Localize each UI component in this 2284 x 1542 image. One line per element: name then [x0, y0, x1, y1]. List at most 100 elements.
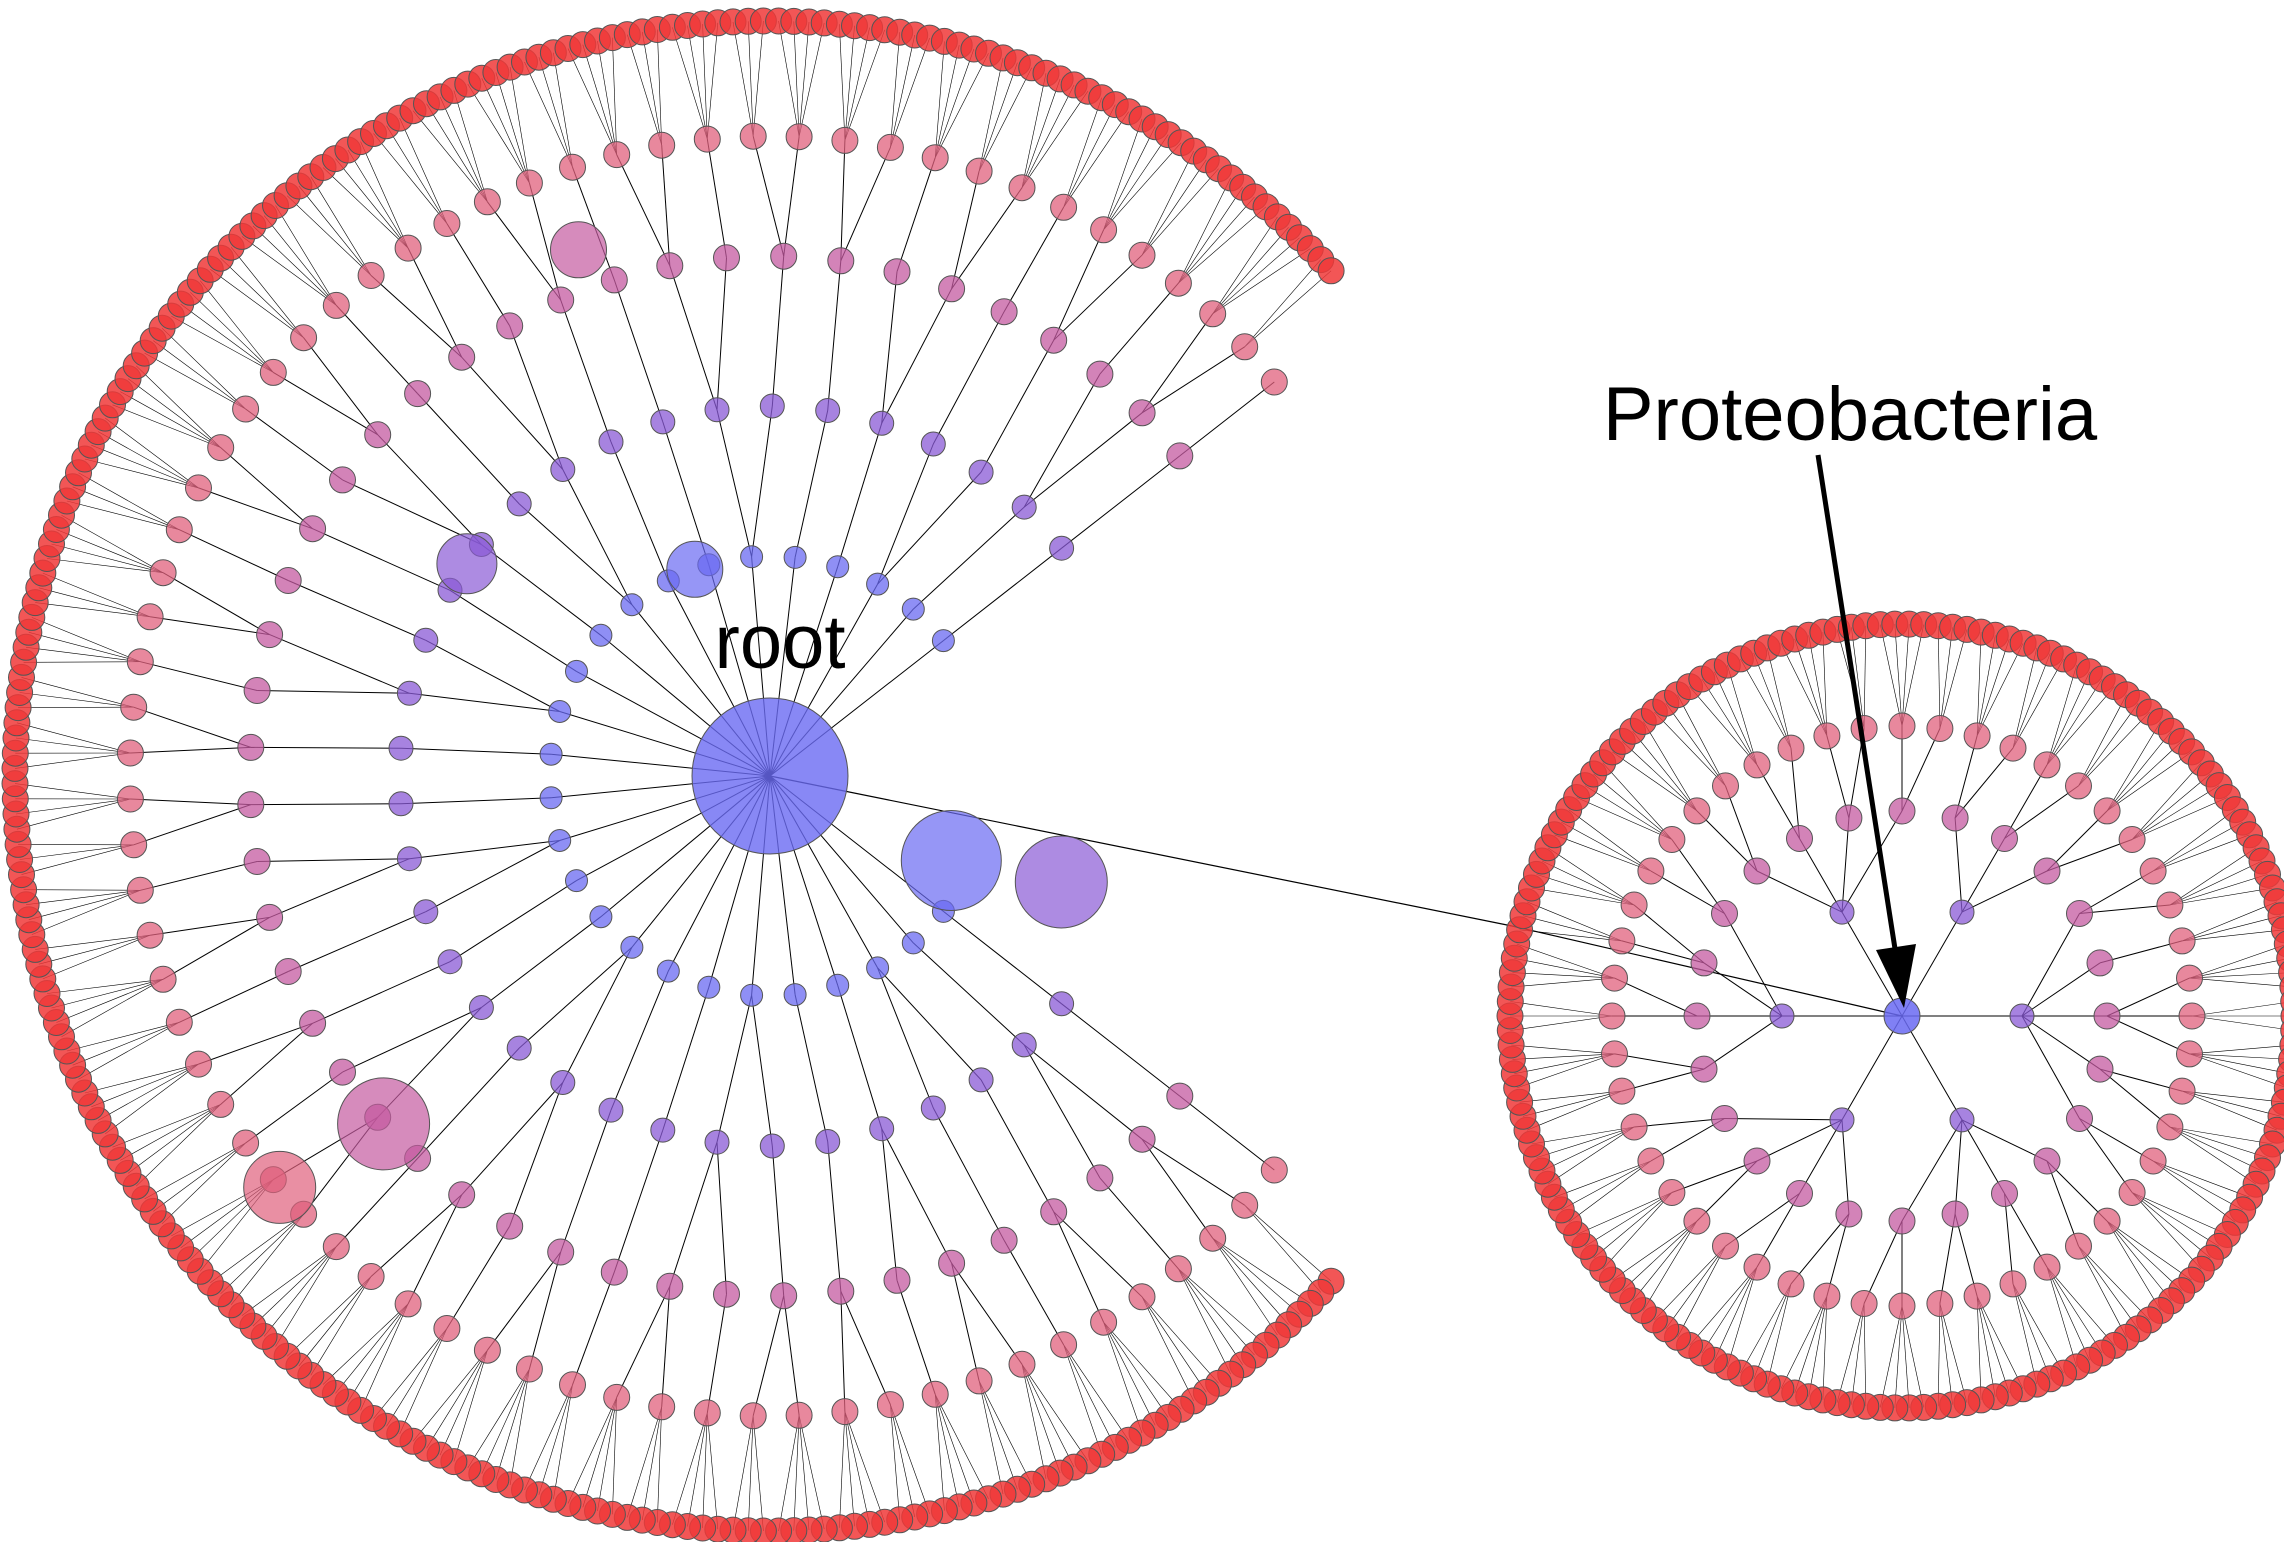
tree-edge: [1179, 1095, 1275, 1171]
leaf-edge: [798, 21, 810, 137]
tree-edge: [1141, 313, 1214, 414]
leaf-edge: [687, 25, 708, 140]
tree-edge: [1901, 1015, 1963, 1121]
tree-node: [713, 244, 740, 272]
leaf-edge: [1727, 665, 1758, 765]
leaf-edge: [2131, 785, 2220, 840]
tree-edge: [1023, 373, 1101, 508]
tree-edge: [2099, 1068, 2171, 1128]
tree-node: [207, 434, 235, 462]
tree-node: [120, 831, 148, 859]
leaf-edge: [1677, 1245, 1726, 1338]
leaf-edge: [298, 1276, 372, 1367]
leaf-edge: [286, 195, 372, 276]
leaf-edge: [1976, 638, 2010, 736]
leaf-edge: [1178, 177, 1231, 284]
tree-node: [1711, 1105, 1738, 1132]
leaf-edge: [2078, 1245, 2150, 1321]
tree-edge: [273, 371, 378, 436]
leaf-edge: [597, 1397, 617, 1512]
leaf-edge: [1021, 91, 1089, 188]
leaf-edge: [844, 1411, 855, 1527]
leaf-edge: [322, 167, 409, 249]
tree-edge: [616, 1286, 671, 1398]
tree-edge: [370, 275, 463, 358]
tree-node: [1090, 1308, 1118, 1336]
tree-edge: [562, 469, 633, 605]
tree-node: [550, 457, 576, 482]
leaf-edge: [1689, 686, 1758, 766]
leaf-edge: [2189, 972, 2284, 979]
tree-node: [785, 123, 813, 151]
tree-edge: [751, 995, 773, 1147]
leaf-edge: [2169, 860, 2263, 906]
tree-edge: [840, 1290, 891, 1405]
leaf-edge: [241, 1246, 337, 1316]
tree-node: [883, 258, 911, 286]
tree-edge: [2021, 913, 2080, 1017]
leaf-edge: [1541, 1126, 1635, 1172]
leaf-edge: [1178, 196, 1255, 284]
tree-edge: [2106, 1015, 2190, 1055]
leaf-edge: [1851, 1303, 1865, 1405]
leaf-edge: [2152, 1160, 2236, 1223]
tree-edge: [481, 916, 602, 1008]
tree-edge: [2021, 1015, 2080, 1119]
leaf-edge: [2189, 977, 2284, 987]
leaf-edge: [1021, 1364, 1047, 1479]
leaf-edge: [51, 543, 164, 573]
leaf-node: [1317, 257, 1345, 285]
tree-edge: [407, 1194, 463, 1305]
tree-node: [433, 1315, 461, 1342]
leaf-edge: [46, 979, 164, 994]
leaf-edge: [1901, 1305, 1924, 1408]
leaf-edge: [657, 29, 662, 146]
leaf-edge: [322, 1303, 409, 1385]
tree-node: [2033, 1253, 2061, 1281]
tree-node: [1813, 722, 1841, 750]
leaf-edge: [1780, 643, 1828, 737]
tree-edge: [335, 1158, 418, 1247]
tree-edge: [1756, 1193, 1800, 1268]
tree-edge: [1724, 913, 1783, 1017]
tree-edge: [1724, 1118, 1843, 1121]
leaf-edge: [1212, 1237, 1311, 1304]
leaf-edge: [1212, 1237, 1300, 1315]
tree-edge: [562, 947, 633, 1083]
tree-edge: [2079, 1118, 2133, 1193]
leaf-edge: [844, 1411, 870, 1525]
tree-node: [394, 234, 422, 262]
tree-edge: [288, 580, 426, 641]
tree-edge: [446, 223, 511, 327]
leaf-edge: [263, 215, 337, 306]
tree-edge: [752, 136, 785, 257]
tree-node: [329, 466, 356, 494]
leaf-edge: [2191, 1015, 2284, 1030]
leaf-edge: [35, 934, 151, 950]
tree-node: [1888, 1207, 1916, 1235]
leaf-edge: [890, 1404, 915, 1518]
leaf-edge: [839, 24, 846, 141]
tree-node: [185, 1050, 212, 1078]
leaf-edge: [978, 67, 1032, 172]
annotation-layer: root Proteobacteria: [715, 372, 2098, 1008]
leaf-edge: [2106, 741, 2182, 812]
leaf-edge: [38, 587, 151, 618]
leaf-edge: [153, 1142, 246, 1212]
leaf-edge: [1794, 638, 1828, 736]
tree-edge: [560, 1109, 612, 1253]
tree-node: [1658, 1179, 1686, 1206]
tree-node: [920, 1095, 946, 1121]
tree-edge: [220, 1022, 313, 1105]
leaf-edge: [2169, 1126, 2273, 1145]
leaf-edge: [1939, 629, 1968, 729]
leaf-edge: [1103, 1322, 1143, 1434]
leaf-edge: [1714, 1266, 1758, 1361]
tree-node: [1690, 1055, 1718, 1083]
leaf-edge: [582, 1397, 617, 1508]
leaf-edge: [144, 1142, 246, 1200]
leaf-edge: [2152, 1160, 2250, 1198]
leaf-edge: [1976, 1296, 2010, 1394]
leaf-edge: [2152, 821, 2243, 872]
leaf-edge: [1622, 741, 1698, 812]
